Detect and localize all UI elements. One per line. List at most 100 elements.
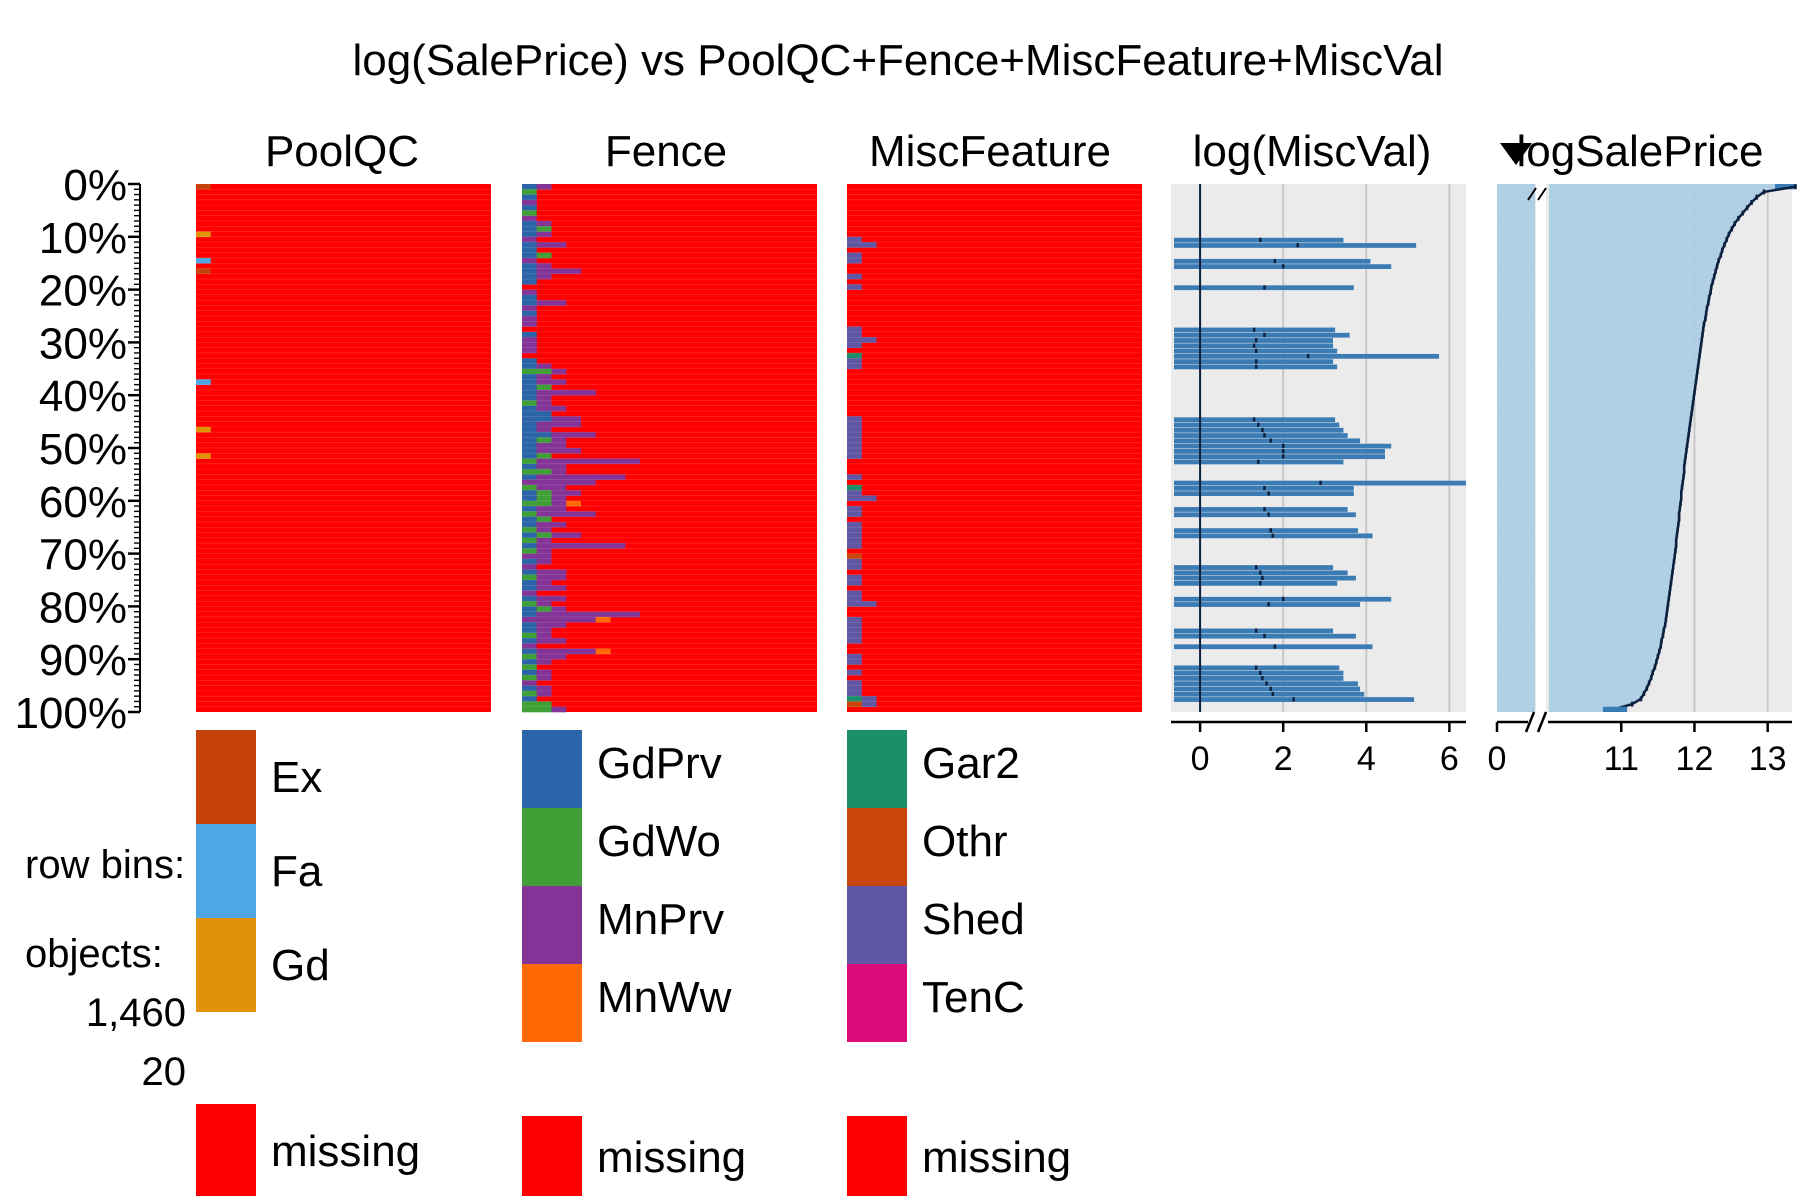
bar-segment-gdprv <box>522 263 537 269</box>
x-axis-tick-label: 11 <box>1604 740 1639 778</box>
bar-mean-saleprice <box>1549 426 1690 433</box>
bar-mean-saleprice <box>1549 558 1674 565</box>
bar-segment-mnprv <box>536 363 552 370</box>
panel-logsaleprice: 0 11 12 13 <box>1488 184 1797 778</box>
bar-mean-saleprice <box>1549 506 1680 512</box>
bar-segment-gdprv <box>522 231 537 238</box>
bar-segment-gdwo <box>522 701 552 708</box>
legend-label-gar2: Gar2 <box>922 739 1020 788</box>
row-axis-tick-label: 50% <box>39 425 127 474</box>
bar-tail-saleprice <box>1497 569 1535 575</box>
bar-segment-gdprv <box>522 442 537 449</box>
bar-tail-saleprice <box>1497 358 1535 364</box>
bar-segment-mnprv <box>551 532 581 539</box>
bar-mean-saleprice <box>1549 495 1682 501</box>
bar-tail-saleprice <box>1497 685 1535 691</box>
bar-segment-shed <box>847 358 862 364</box>
bar-segment-gdprv <box>522 379 537 385</box>
legend-swatch-gdwo <box>522 808 582 886</box>
bar-segment-shed <box>847 622 862 628</box>
bar-segment-shed <box>847 490 862 496</box>
bar-tail-saleprice <box>1497 405 1535 412</box>
legend-label-missing: missing <box>271 1127 420 1176</box>
bar-segment-mnprv <box>536 558 552 565</box>
row-bins-label: row bins: <box>25 843 185 887</box>
bar-segment-mnprv <box>536 426 552 433</box>
bar-mean-saleprice <box>1549 516 1680 522</box>
bar-segment-mnprv <box>551 490 581 496</box>
bar-tail-saleprice <box>1497 469 1535 475</box>
bar-segment-gdwo <box>536 437 552 444</box>
bar-segment-mnprv <box>536 379 567 385</box>
bar-mean-saleprice <box>1549 595 1669 602</box>
panel-poolqc <box>196 184 491 712</box>
bar-segment-gdprv <box>522 595 537 602</box>
bar-mean-saleprice <box>1549 231 1729 237</box>
bar-mean-miscval <box>1174 676 1344 681</box>
bar-segment-mnprv <box>536 400 552 407</box>
bar-mean-miscval <box>1174 686 1361 692</box>
bar-segment-shed <box>847 574 862 581</box>
legend-label-missing: missing <box>597 1133 746 1182</box>
bar-mean-saleprice <box>1549 268 1716 274</box>
bar-mean-saleprice <box>1549 484 1683 491</box>
bar-mean-miscval <box>1174 581 1338 586</box>
bar-tail-saleprice <box>1497 184 1535 190</box>
bar-tail-saleprice <box>1497 368 1535 375</box>
legend-label-gdwo: GdWo <box>597 817 721 866</box>
bar-segment-gdprv <box>522 273 537 280</box>
bar-segment-gdprv <box>522 300 537 306</box>
bar-segment-mnprv <box>522 590 537 597</box>
bar-mean-saleprice <box>1549 305 1707 311</box>
bar-segment-shed <box>847 474 862 480</box>
bar-mean-saleprice <box>1549 543 1677 549</box>
bar-mean-saleprice <box>1549 643 1661 649</box>
bar-segment-gdprv <box>522 558 537 565</box>
legend-label-othr: Othr <box>922 817 1008 866</box>
bar-tail-saleprice <box>1497 616 1535 623</box>
bar-segment-gdwo <box>522 189 537 195</box>
bar-mean-saleprice <box>1549 432 1689 438</box>
bar-segment-shed <box>847 564 862 570</box>
bar-segment-gdprv <box>522 463 537 470</box>
bar-segment-mnprv <box>536 300 567 306</box>
bar-segment-shed <box>847 653 862 660</box>
bar-mean-saleprice <box>1549 601 1669 607</box>
bar-mean-saleprice <box>1549 284 1712 290</box>
bar-segment-mnprv <box>536 622 567 628</box>
bar-segment-gdprv <box>522 205 537 211</box>
bar-segment-gd <box>196 426 211 433</box>
bar-segment-gdwo <box>522 601 537 607</box>
objects-label: objects: <box>25 932 163 976</box>
legend-label-fa: Fa <box>271 847 323 896</box>
bar-segment-gdwo <box>522 690 537 697</box>
bar-segment-gdwo <box>536 532 552 539</box>
bar-segment-mnprv <box>536 527 552 533</box>
bar-tail-saleprice <box>1497 653 1535 660</box>
bar-segment-gdwo <box>522 664 537 671</box>
bar-tail-saleprice <box>1497 696 1535 702</box>
bar-mean-saleprice <box>1549 669 1653 676</box>
bar-segment-gdwo <box>536 495 552 502</box>
bar-segment-mnprv <box>536 543 626 549</box>
bar-tail-saleprice <box>1497 252 1535 258</box>
bar-mean-saleprice <box>1549 648 1660 654</box>
bar-tail-saleprice <box>1497 643 1535 649</box>
bar-tail-saleprice <box>1497 448 1535 454</box>
bar-mean-saleprice <box>1549 500 1681 507</box>
bar-segment-gdprv <box>522 252 537 259</box>
bar-tail-saleprice <box>1497 310 1535 316</box>
bar-tail-saleprice <box>1497 279 1535 285</box>
bar-segment-shed <box>847 326 862 333</box>
bar-mean-saleprice <box>1549 405 1693 412</box>
row-axis-tick-label: 60% <box>39 478 127 527</box>
bar-mean-saleprice <box>1549 553 1675 559</box>
bar-mean-saleprice <box>1549 242 1725 248</box>
bar-segment-gdwo <box>522 458 537 465</box>
bar-mean-saleprice <box>1549 490 1682 496</box>
legend-swatch-gd <box>196 918 256 1012</box>
bar-segment-mnprv <box>536 537 552 544</box>
bar-segment-mnprv <box>522 553 552 560</box>
legend-swatch-shed <box>847 886 907 964</box>
bar-mean-saleprice <box>1549 701 1633 707</box>
